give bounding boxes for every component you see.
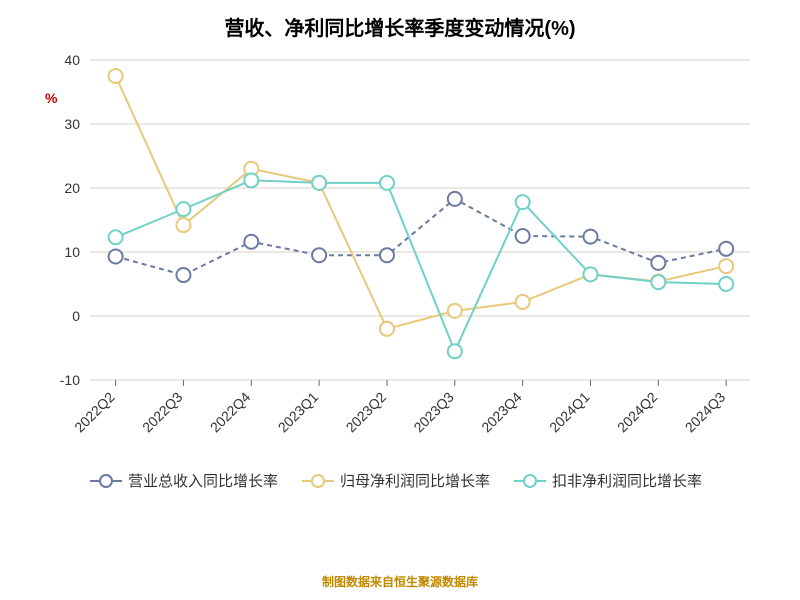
series-marker (516, 229, 530, 243)
series-marker (380, 248, 394, 262)
series-marker (651, 256, 665, 270)
series-marker (719, 242, 733, 256)
series-marker (516, 295, 530, 309)
series-marker (312, 176, 326, 190)
series-marker (176, 268, 190, 282)
x-tick-label: 2023Q4 (478, 389, 525, 436)
series-marker (109, 249, 123, 263)
legend-marker-icon (514, 474, 546, 488)
legend-item: 归母净利润同比增长率 (302, 470, 490, 491)
series-marker (312, 248, 326, 262)
series-marker (109, 230, 123, 244)
series-marker (244, 173, 258, 187)
y-tick-label: 0 (72, 308, 80, 324)
series-marker (380, 322, 394, 336)
legend-label: 归母净利润同比增长率 (340, 470, 490, 491)
x-tick-label: 2024Q3 (682, 389, 729, 436)
x-tick-label: 2022Q4 (207, 389, 254, 436)
series-line (116, 76, 727, 329)
series-marker (109, 69, 123, 83)
series-marker (176, 218, 190, 232)
series-marker (719, 277, 733, 291)
series-marker (176, 202, 190, 216)
legend-item: 扣非净利润同比增长率 (514, 470, 702, 491)
series-marker (448, 344, 462, 358)
x-tick-label: 2024Q2 (614, 389, 661, 436)
y-tick-label: 40 (64, 52, 80, 68)
legend-marker-icon (302, 474, 334, 488)
y-tick-label: 10 (64, 244, 80, 260)
y-tick-label: 30 (64, 116, 80, 132)
line-chart-svg: -10 0 10 20 30 40 2022Q2 2022Q3 2022Q4 2023Q1 2023… (0, 0, 800, 600)
x-tick-label: 2023Q1 (275, 389, 322, 436)
series-marker (516, 195, 530, 209)
series-marker (583, 267, 597, 281)
x-tick-label: 2022Q2 (71, 389, 118, 436)
x-tick-label: 2023Q2 (343, 389, 390, 436)
legend-marker-icon (90, 474, 122, 488)
y-tick-label: -10 (60, 372, 80, 388)
chart-container: 营收、净利同比增长率季度变动情况(%) % -100102030402022Q2… (0, 0, 800, 600)
legend-label: 扣非净利润同比增长率 (552, 470, 702, 491)
series-marker (244, 235, 258, 249)
footer-attribution: 制图数据来自恒生聚源数据库 (0, 573, 800, 590)
series-marker (448, 304, 462, 318)
series-marker (583, 230, 597, 244)
legend-item: 营业总收入同比增长率 (90, 470, 278, 491)
series-marker (380, 176, 394, 190)
series-line (116, 199, 727, 275)
x-tick-label: 2023Q3 (410, 389, 457, 436)
y-tick-label: 20 (64, 180, 80, 196)
series-marker (448, 192, 462, 206)
series-marker (651, 275, 665, 289)
legend-label: 营业总收入同比增长率 (128, 470, 278, 491)
series-marker (719, 259, 733, 273)
x-tick-label: 2022Q3 (139, 389, 186, 436)
x-tick-label: 2024Q1 (546, 389, 593, 436)
legend: 营业总收入同比增长率 归母净利润同比增长率 扣非净利润同比增长率 (90, 470, 730, 491)
